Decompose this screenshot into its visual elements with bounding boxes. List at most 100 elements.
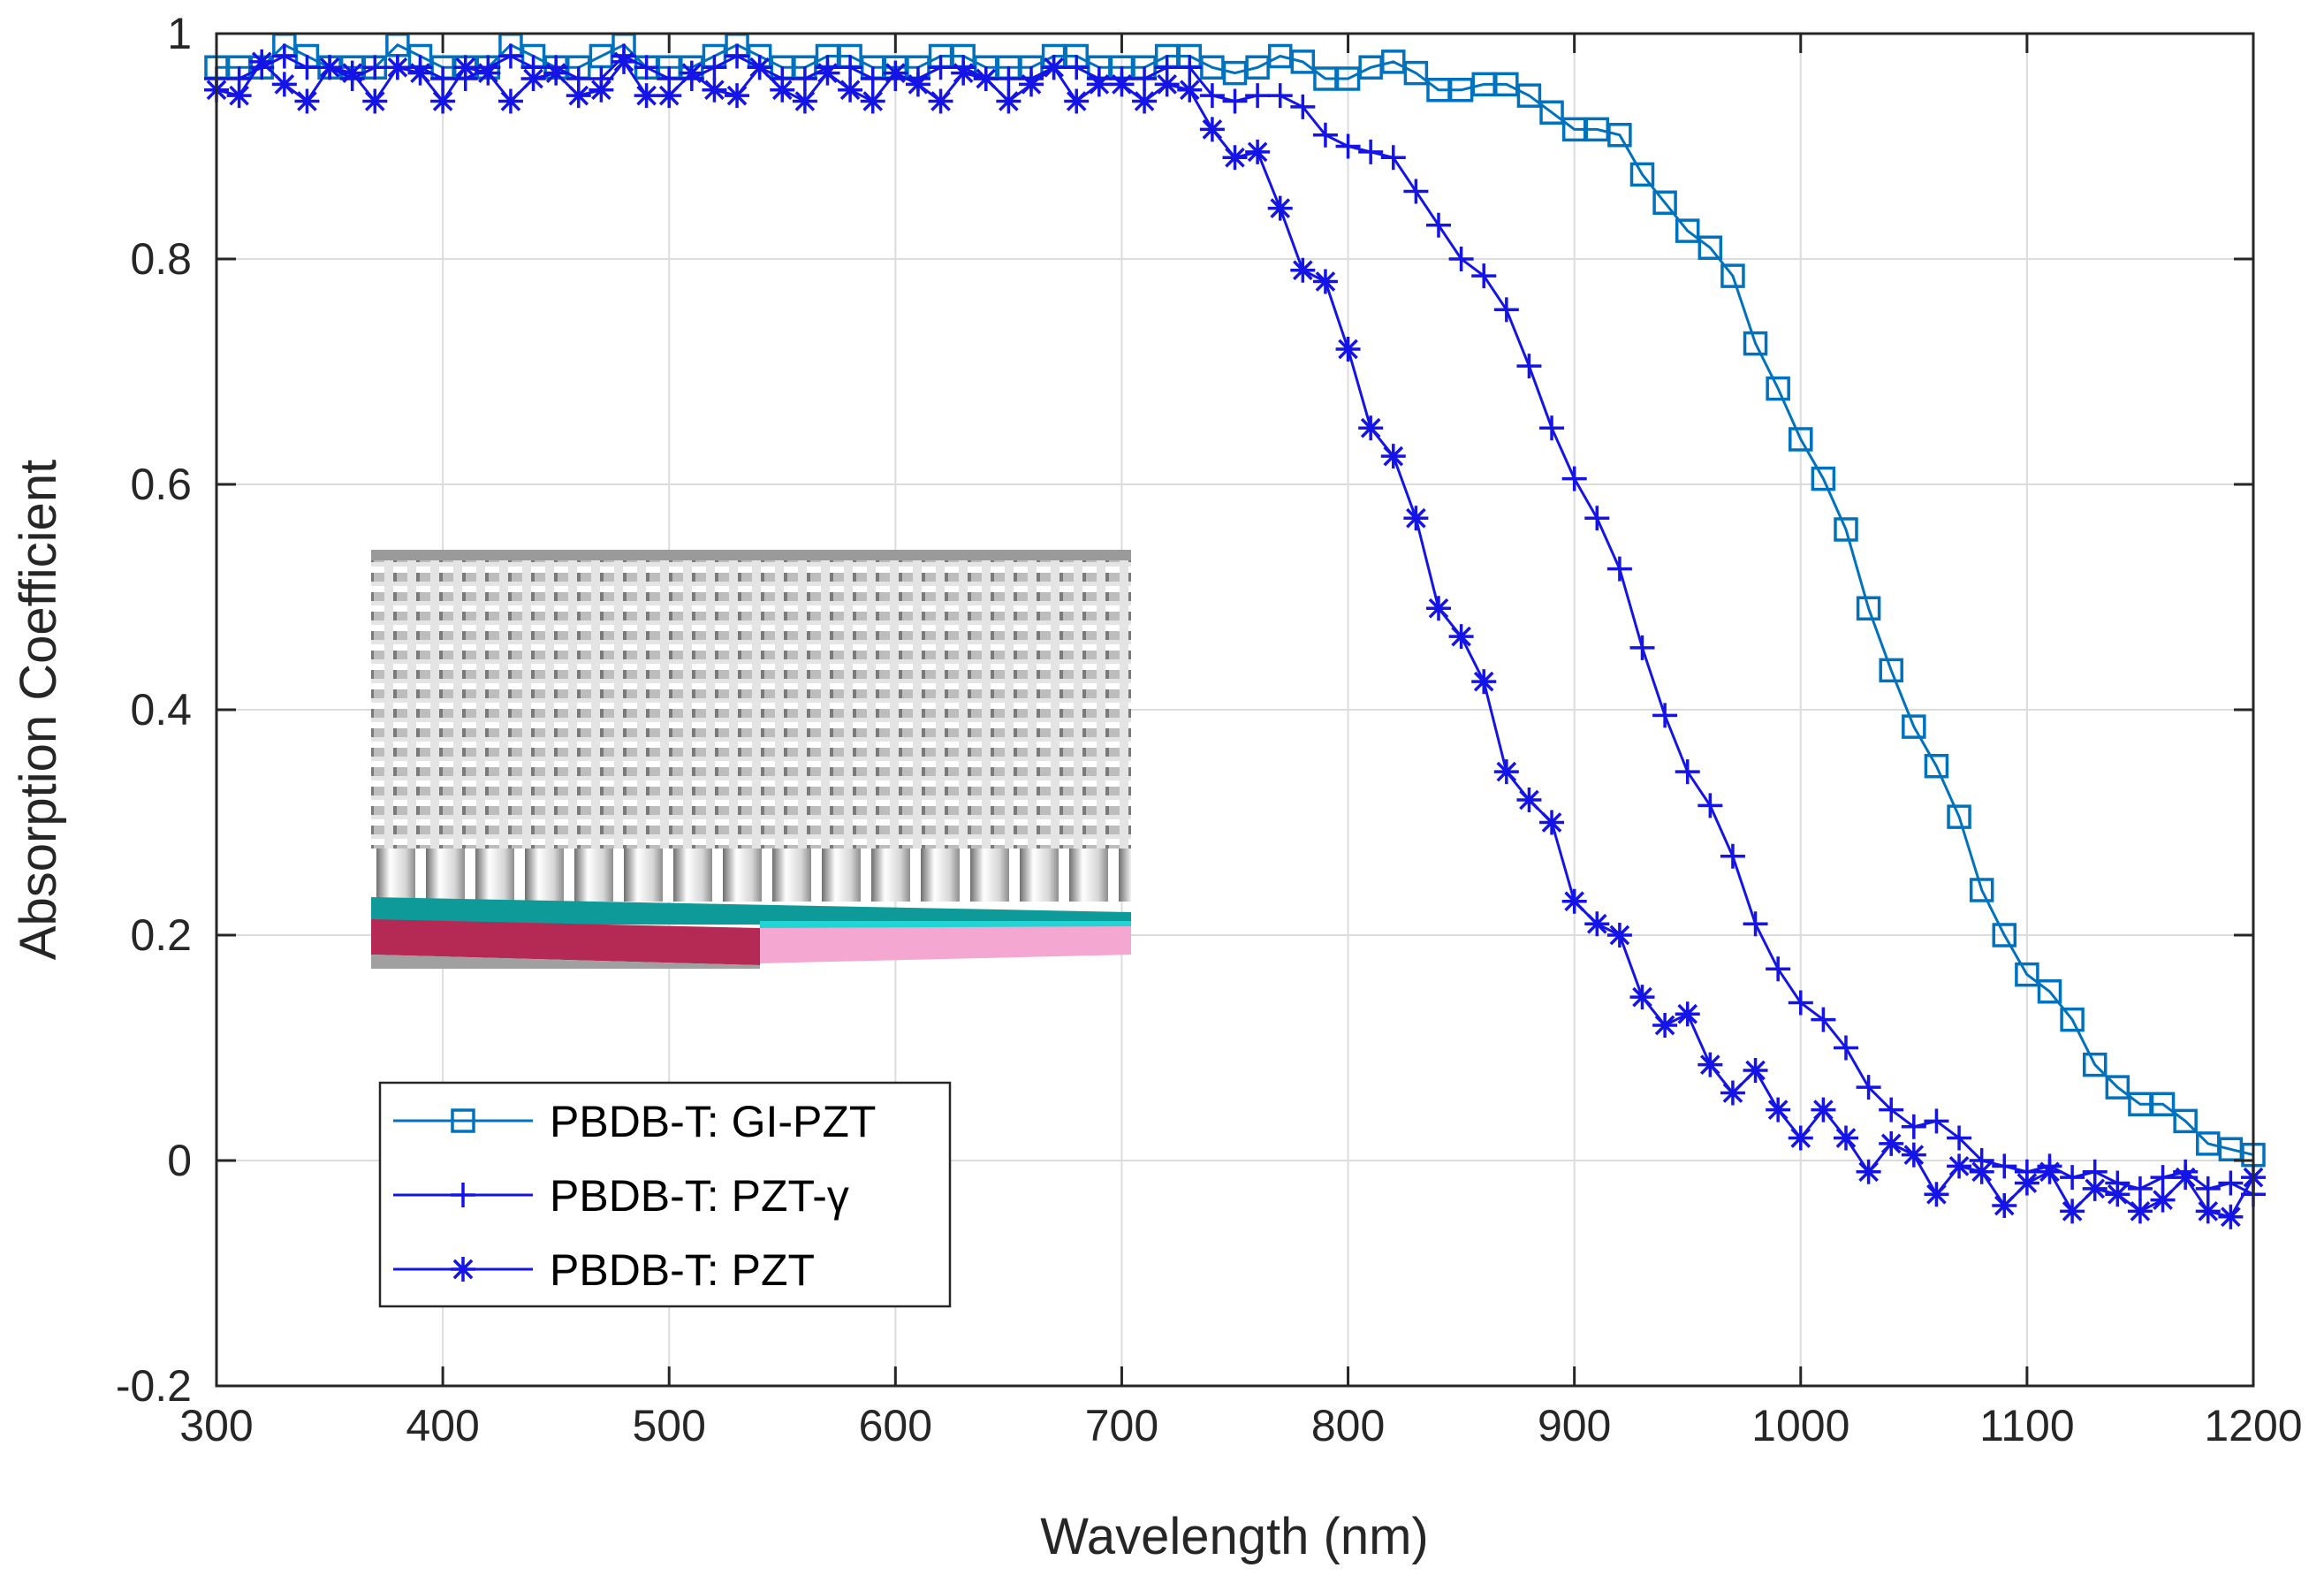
series-layer (204, 33, 2266, 1229)
data-point (1380, 145, 1406, 171)
data-point (362, 55, 388, 80)
data-point (497, 88, 523, 114)
data-point (1629, 985, 1655, 1010)
data-point (430, 66, 456, 91)
data-point (1652, 1013, 1678, 1038)
data-point (1064, 88, 1090, 114)
data-point (294, 55, 320, 80)
data-point (1879, 1097, 1904, 1123)
data-point (1652, 703, 1678, 728)
data-point (1879, 658, 1903, 683)
data-point (1947, 804, 1971, 829)
data-point (634, 83, 659, 109)
data-point (2150, 1187, 2176, 1213)
data-point (1720, 843, 1745, 869)
data-point (1811, 1007, 1836, 1032)
data-point (883, 60, 908, 86)
data-point (1064, 55, 1090, 80)
data-point (996, 66, 1021, 91)
data-point (2195, 1176, 2221, 1201)
data-point (1516, 354, 1542, 379)
data-point (1697, 793, 1723, 818)
data-point (1199, 83, 1225, 109)
data-point (1561, 466, 1587, 491)
legend-marker (451, 1257, 475, 1282)
data-point (1584, 911, 1610, 937)
x-tick-labels: 300 400 500 600 700 800 900 1000 1100 1200 (179, 1401, 2302, 1450)
data-point (1177, 77, 1203, 103)
data-point (634, 55, 659, 80)
data-point (1992, 1153, 2017, 1179)
data-point (226, 83, 252, 109)
data-point (1766, 956, 1791, 982)
inset-teal-layer (371, 897, 1131, 925)
legend-entry: PBDB-T: PZT-γ (393, 1171, 849, 1221)
data-point (1312, 269, 1338, 294)
data-point (1448, 247, 1474, 271)
data-point (1403, 60, 1429, 86)
data-point (1720, 1080, 1745, 1106)
legend-entry: PBDB-T: GI-PZT (393, 1097, 876, 1146)
data-point (815, 60, 840, 86)
data-point (1312, 122, 1338, 148)
data-point (1811, 1097, 1836, 1123)
data-point (1766, 376, 1790, 401)
data-point (1606, 923, 1632, 948)
data-point (1358, 139, 1384, 164)
data-point (657, 83, 682, 109)
data-point (860, 88, 885, 114)
data-point (271, 43, 297, 69)
x-tick-label: 900 (1538, 1401, 1611, 1450)
data-point (2195, 1199, 2221, 1224)
data-point (1539, 415, 1565, 441)
x-tick-label: 1000 (1751, 1401, 1849, 1450)
x-tick-label: 700 (1085, 1401, 1158, 1450)
data-point (1222, 88, 1248, 114)
data-point (566, 83, 591, 109)
data-point (2127, 1199, 2153, 1224)
data-point (1879, 1130, 1904, 1156)
data-point (1516, 788, 1542, 812)
data-point (317, 55, 343, 80)
data-point (1199, 117, 1225, 142)
data-point (2173, 1108, 2198, 1134)
data-point (1154, 72, 1180, 97)
data-point (1109, 72, 1135, 97)
y-tick-label: 0.4 (130, 685, 192, 734)
data-point (860, 66, 885, 91)
legend-label: PBDB-T: PZT-γ (550, 1171, 849, 1221)
data-point (1856, 1159, 1881, 1184)
x-tick-label: 600 (859, 1401, 932, 1450)
data-point (1743, 331, 1768, 356)
data-point (1290, 49, 1316, 74)
data-point (2015, 962, 2039, 987)
data-point (1335, 133, 1361, 159)
data-point (2173, 1165, 2199, 1191)
data-point (1290, 94, 1316, 119)
data-point (1267, 195, 1293, 221)
data-point (905, 72, 930, 97)
y-axis-label: Absorption Coefficient (10, 460, 67, 960)
data-point (1969, 1159, 1994, 1184)
data-point (1380, 444, 1406, 469)
data-point (1788, 990, 1813, 1016)
inset-cylinder-row (371, 849, 1131, 902)
data-point (838, 55, 863, 80)
data-point (1856, 596, 1881, 620)
x-tick-label: 1100 (1979, 1401, 2075, 1450)
data-point (1834, 1035, 1858, 1061)
data-point (1358, 415, 1384, 441)
data-point (2105, 1182, 2130, 1207)
data-point (1493, 759, 1519, 785)
data-point (543, 60, 569, 86)
y-tick-label: 0.2 (130, 910, 192, 960)
data-point (475, 60, 501, 86)
x-tick-label: 1200 (2204, 1401, 2302, 1450)
data-point (770, 77, 795, 103)
data-point (1539, 100, 1564, 125)
data-point (1426, 212, 1451, 238)
data-point (702, 77, 727, 103)
data-point (1426, 596, 1451, 621)
data-point (1132, 88, 1158, 114)
